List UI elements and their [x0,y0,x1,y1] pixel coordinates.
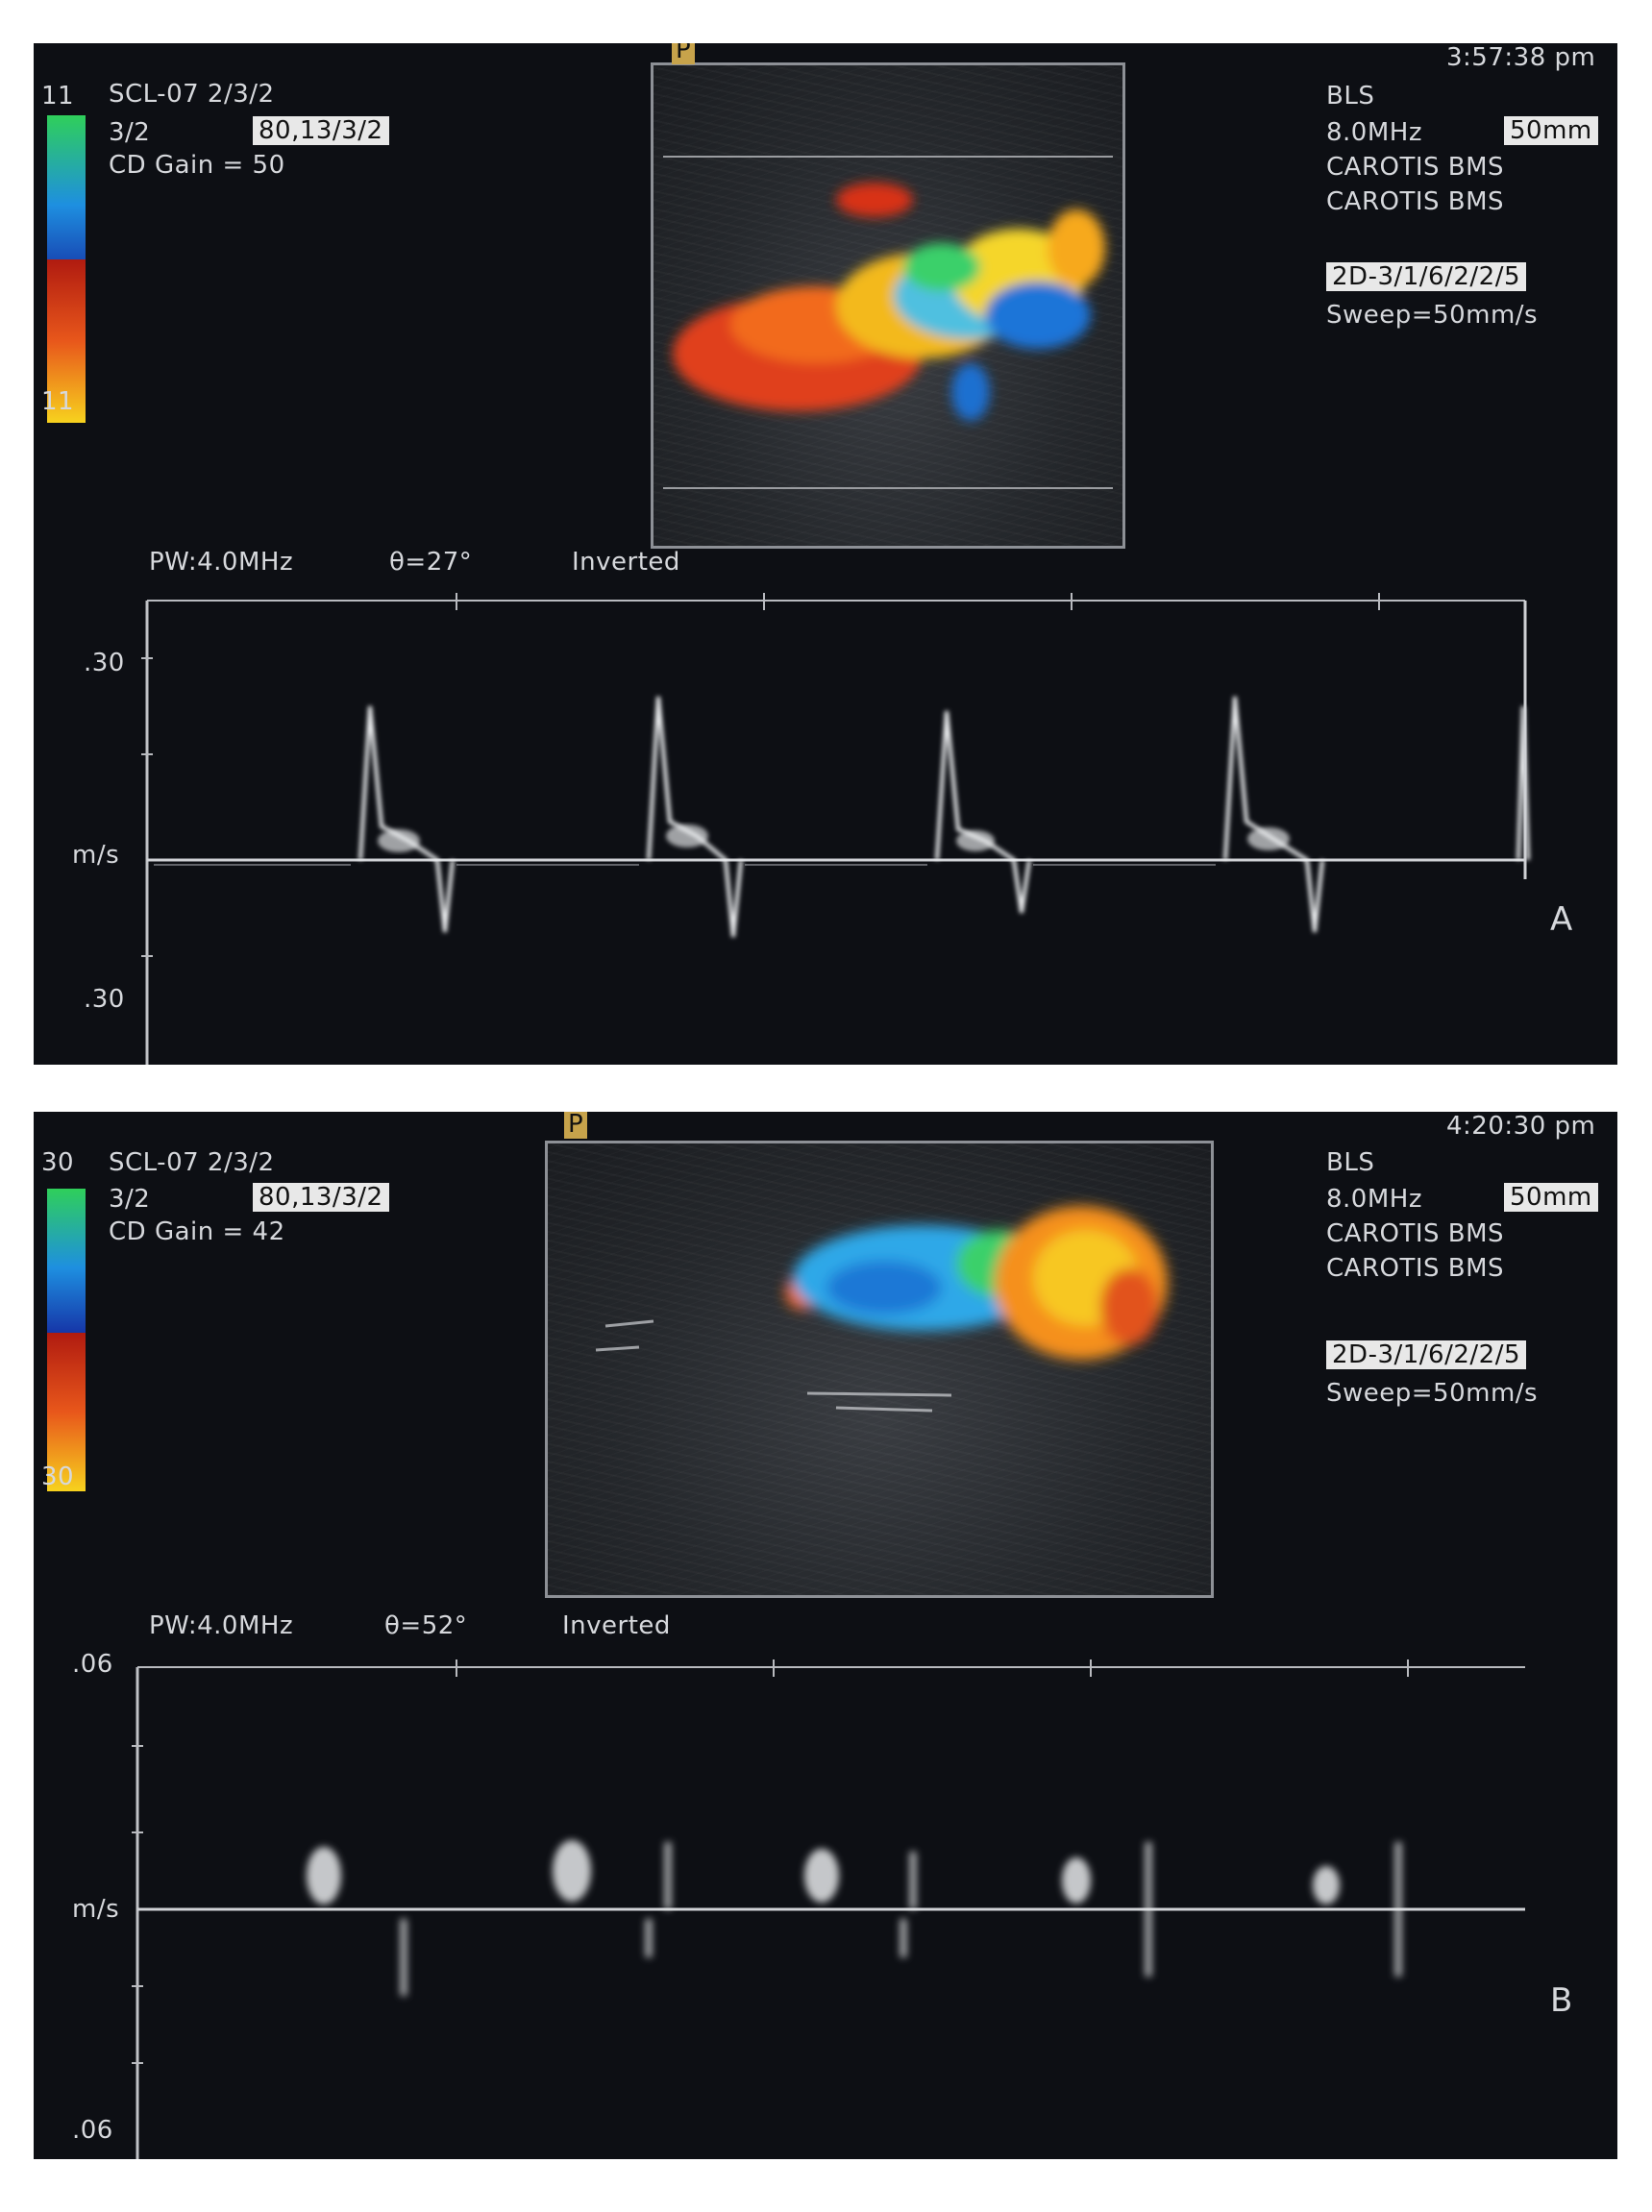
colorbar-scale-top: 11 [41,82,75,111]
colorbar-scale-bottom: 30 [41,1462,75,1491]
prf-box: 80,13/3/2 [253,1183,389,1212]
axis-bottom-label: .06 [72,2116,113,2145]
frequency: 8.0MHz [1326,1185,1422,1214]
exam-label-2: CAROTIS BMS [1326,1254,1505,1283]
mode-box: 2D-3/1/6/2/2/5 [1326,1340,1526,1369]
inverted-label: Inverted [562,1611,671,1640]
pw-frequency: PW:4.0MHz [149,548,294,577]
doppler-panel-a: 11 11 SCL-07 2/3/2 3/2 80,13/3/2 CD Gain… [34,43,1617,1065]
depth-box: 50mm [1504,1183,1598,1212]
timestamp: 4:20:30 pm [1446,1112,1596,1141]
axis-unit-label: m/s [72,1895,120,1924]
timestamp: 3:57:38 pm [1446,43,1596,72]
color-velocity-bar-negative [47,1333,86,1491]
doppler-angle: θ=52° [384,1611,468,1640]
axis-unit-label: m/s [72,841,120,870]
color-velocity-bar-positive [47,1189,86,1333]
axis-top-label: .30 [84,649,125,677]
panel-letter: B [1550,1981,1573,2020]
doppler-angle: θ=27° [389,548,473,577]
bls-label: BLS [1326,82,1375,111]
preset-value: 3/2 [109,118,151,147]
probe-settings: SCL-07 2/3/2 [109,1148,275,1177]
spectral-doppler-trace [132,1659,1525,2159]
sweep-speed: Sweep=50mm/s [1326,301,1539,330]
preset-value: 3/2 [109,1185,151,1214]
colorbar-scale-top: 30 [41,1148,75,1177]
probe-settings: SCL-07 2/3/2 [109,80,275,109]
colorbar-scale-bottom: 11 [41,387,75,416]
color-velocity-bar-positive [47,115,86,279]
axis-bottom-label: .30 [84,985,125,1014]
inverted-label: Inverted [572,548,680,577]
bls-label: BLS [1326,1148,1375,1177]
cd-gain: CD Gain = 42 [109,1217,285,1246]
doppler-panel-b: 30 30 SCL-07 2/3/2 3/2 80,13/3/2 CD Gain… [34,1112,1617,2159]
panel-letter: A [1550,900,1573,939]
sweep-speed: Sweep=50mm/s [1326,1379,1539,1408]
spectral-doppler-trace [141,593,1530,1065]
color-velocity-bar-negative [47,259,86,423]
focus-marker: P [564,1112,588,1139]
axis-top-label: .06 [72,1650,113,1679]
mode-box: 2D-3/1/6/2/2/5 [1326,262,1526,291]
exam-label-2: CAROTIS BMS [1326,187,1505,216]
exam-label-1: CAROTIS BMS [1326,153,1505,182]
prf-box: 80,13/3/2 [253,116,389,145]
focus-marker: P [672,43,696,64]
depth-box: 50mm [1504,116,1598,145]
pw-frequency: PW:4.0MHz [149,1611,294,1640]
color-doppler-image [651,62,1125,549]
cd-gain: CD Gain = 50 [109,151,285,180]
color-doppler-image [545,1141,1214,1598]
exam-label-1: CAROTIS BMS [1326,1219,1505,1248]
frequency: 8.0MHz [1326,118,1422,147]
